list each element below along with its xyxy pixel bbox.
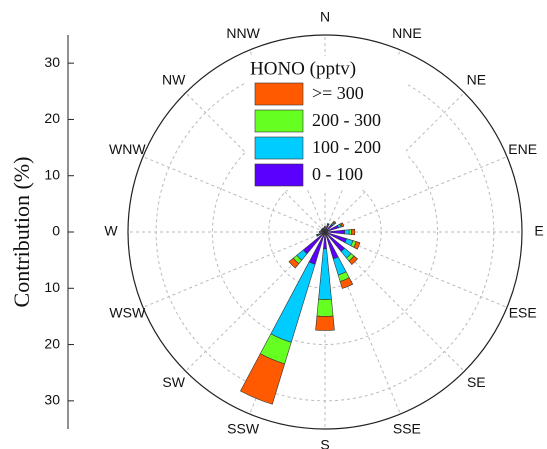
bar-segment bbox=[321, 228, 323, 230]
bar-segment bbox=[270, 261, 316, 343]
r-tick-label: 20 bbox=[44, 335, 60, 351]
direction-label: NNW bbox=[226, 25, 260, 41]
direction-label: NE bbox=[467, 71, 486, 87]
legend-swatch bbox=[254, 136, 304, 160]
bar-segment bbox=[240, 353, 286, 405]
radial-grid-line bbox=[324, 156, 508, 233]
r-tick-label: 30 bbox=[44, 54, 60, 70]
r-tick-label: 0 bbox=[52, 223, 60, 239]
bar-segment bbox=[288, 257, 300, 269]
legend-title: HONO (pptv) bbox=[250, 58, 356, 79]
direction-label: S bbox=[320, 437, 329, 449]
direction-label: WSW bbox=[109, 305, 146, 321]
direction-label: SSE bbox=[393, 420, 421, 436]
direction-label: WNW bbox=[109, 141, 146, 157]
bar-segment bbox=[327, 223, 330, 225]
bar-segment bbox=[332, 256, 347, 276]
direction-label: NW bbox=[162, 71, 186, 87]
direction-label: ESE bbox=[509, 305, 537, 321]
legend-swatch bbox=[254, 82, 304, 106]
bar-segment bbox=[316, 298, 334, 317]
bar-segment bbox=[351, 228, 356, 236]
r-tick-label: 10 bbox=[44, 279, 60, 295]
direction-label: NNE bbox=[392, 25, 422, 41]
bar-segment bbox=[320, 229, 322, 232]
outer-circle bbox=[127, 34, 523, 430]
bar-segment bbox=[340, 222, 345, 228]
bar-segment bbox=[339, 277, 354, 289]
bar-segment bbox=[322, 227, 325, 229]
direction-label: N bbox=[320, 9, 330, 25]
bar-segment bbox=[353, 241, 361, 250]
direction-label: W bbox=[104, 223, 118, 239]
radial-grid-line bbox=[142, 156, 326, 233]
r-tick-label: 10 bbox=[44, 166, 60, 182]
legend-label: >= 300 bbox=[312, 83, 364, 103]
direction-label: SE bbox=[467, 374, 486, 390]
r-tick-label: 20 bbox=[44, 110, 60, 126]
direction-label: SW bbox=[162, 374, 185, 390]
legend-label: 0 - 100 bbox=[312, 164, 363, 184]
bar-segment bbox=[315, 315, 335, 331]
bar-segment bbox=[348, 255, 358, 265]
bar-segment bbox=[316, 234, 318, 237]
bar-segment bbox=[318, 248, 332, 300]
legend-swatch bbox=[254, 109, 304, 133]
bar-segment bbox=[332, 220, 337, 225]
direction-label: E bbox=[534, 223, 543, 239]
legend-label: 100 - 200 bbox=[312, 137, 381, 157]
legend-label: 200 - 300 bbox=[312, 110, 381, 130]
direction-label: ENE bbox=[508, 141, 537, 157]
r-tick-label: 30 bbox=[44, 392, 60, 408]
y-axis-title: Contribution (%) bbox=[9, 157, 34, 308]
legend-swatch bbox=[254, 163, 304, 187]
direction-label: SSW bbox=[227, 420, 260, 436]
bar-segment bbox=[344, 229, 350, 235]
radial-grid-line bbox=[142, 231, 326, 308]
